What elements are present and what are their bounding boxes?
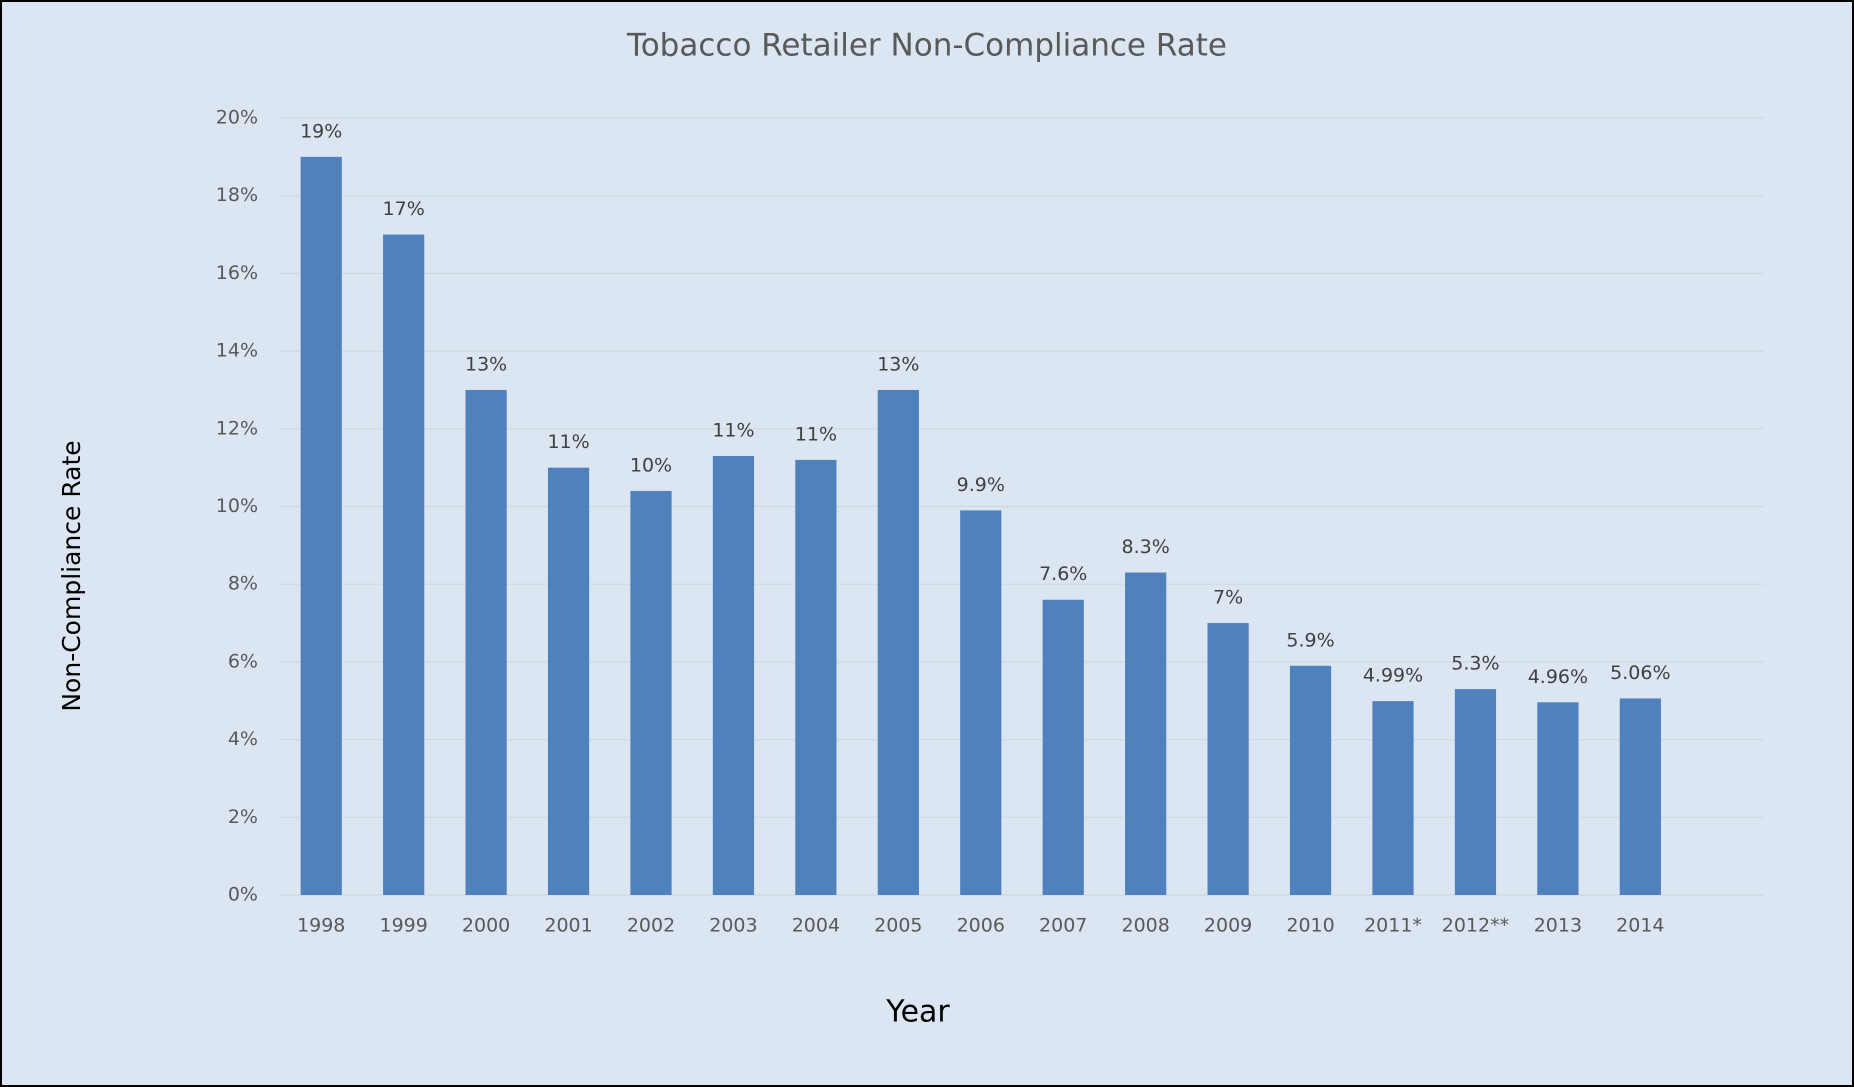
bar bbox=[960, 510, 1002, 895]
value-label: 9.9% bbox=[957, 474, 1005, 496]
value-label: 5.3% bbox=[1451, 653, 1499, 675]
x-tick-label: 2001 bbox=[544, 915, 592, 937]
y-tick-label: 14% bbox=[216, 340, 258, 362]
x-axis-title: Year bbox=[885, 995, 950, 1030]
bar bbox=[712, 455, 755, 895]
bar bbox=[630, 490, 672, 895]
y-axis-title: Non-Compliance Rate bbox=[57, 440, 86, 711]
bar bbox=[547, 467, 590, 895]
y-tick-label: 16% bbox=[216, 262, 258, 284]
bar bbox=[383, 234, 425, 896]
value-label: 11% bbox=[712, 419, 754, 441]
bar bbox=[1042, 599, 1084, 895]
y-tick-label: 2% bbox=[228, 806, 258, 828]
x-tick-label: 2011* bbox=[1364, 915, 1422, 937]
x-tick-label: 2012** bbox=[1442, 915, 1509, 937]
value-label: 8.3% bbox=[1122, 536, 1170, 558]
y-tick-label: 4% bbox=[228, 728, 258, 750]
value-label: 7.6% bbox=[1039, 563, 1087, 585]
bar bbox=[1454, 689, 1497, 895]
value-label: 13% bbox=[465, 353, 507, 375]
bar bbox=[1207, 623, 1249, 895]
bar bbox=[1289, 665, 1332, 895]
y-tick-label: 0% bbox=[228, 884, 258, 906]
x-tick-label: 2004 bbox=[792, 915, 840, 937]
chart-title: Tobacco Retailer Non-Compliance Rate bbox=[626, 28, 1227, 64]
value-label: 5.9% bbox=[1286, 629, 1334, 651]
bar bbox=[300, 156, 342, 896]
value-label: 4.96% bbox=[1528, 666, 1588, 688]
value-label: 4.99% bbox=[1363, 665, 1423, 687]
bar bbox=[1537, 702, 1579, 895]
value-label: 10% bbox=[630, 454, 672, 476]
y-tick-label: 6% bbox=[228, 650, 258, 672]
bar bbox=[1372, 701, 1414, 895]
x-tick-label: 2013 bbox=[1534, 915, 1582, 937]
x-tick-label: 1999 bbox=[379, 915, 427, 937]
bar bbox=[877, 389, 919, 895]
value-label: 17% bbox=[383, 198, 425, 220]
x-tick-label: 2005 bbox=[874, 915, 922, 937]
x-tick-label: 2014 bbox=[1616, 915, 1664, 937]
bar bbox=[1619, 698, 1661, 895]
y-tick-label: 18% bbox=[216, 184, 258, 206]
bar bbox=[795, 459, 837, 895]
bar bbox=[1125, 572, 1167, 895]
x-tick-label: 1998 bbox=[297, 915, 345, 937]
x-tick-label: 2006 bbox=[957, 915, 1005, 937]
value-label: 13% bbox=[877, 353, 919, 375]
value-label: 19% bbox=[300, 120, 342, 142]
y-tick-label: 12% bbox=[216, 417, 258, 439]
y-tick-label: 8% bbox=[228, 573, 258, 595]
value-label: 5.06% bbox=[1610, 662, 1670, 684]
y-tick-label: 10% bbox=[216, 495, 258, 517]
value-label: 11% bbox=[795, 423, 837, 445]
x-tick-label: 2003 bbox=[709, 915, 757, 937]
x-tick-label: 2002 bbox=[627, 915, 675, 937]
y-tick-label: 20% bbox=[216, 107, 258, 129]
value-label: 7% bbox=[1213, 587, 1243, 609]
x-tick-label: 2008 bbox=[1121, 915, 1169, 937]
bar bbox=[465, 389, 507, 895]
x-tick-label: 2010 bbox=[1286, 915, 1334, 937]
x-tick-label: 2000 bbox=[462, 915, 510, 937]
x-tick-label: 2009 bbox=[1204, 915, 1252, 937]
value-label: 11% bbox=[547, 431, 589, 453]
x-tick-label: 2007 bbox=[1039, 915, 1087, 937]
